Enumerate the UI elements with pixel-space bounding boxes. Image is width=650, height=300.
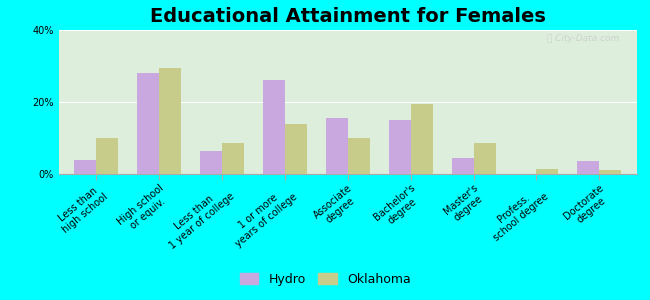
Bar [159,68,181,174]
Bar [222,143,244,174]
Text: ⓘ City-Data.com: ⓘ City-Data.com [547,34,619,43]
Title: Educational Attainment for Females: Educational Attainment for Females [150,7,546,26]
Bar [411,104,433,174]
Bar [577,161,599,174]
Bar [74,160,96,174]
Bar [473,143,495,174]
Bar [285,124,307,174]
Bar [389,120,411,174]
Bar [96,138,118,174]
Bar [536,169,558,174]
Bar [348,138,370,174]
Bar [599,170,621,174]
Bar [452,158,473,174]
Bar [200,151,222,174]
Bar [137,73,159,174]
Legend: Hydro, Oklahoma: Hydro, Oklahoma [235,268,415,291]
Bar [263,80,285,174]
Bar [326,118,348,174]
